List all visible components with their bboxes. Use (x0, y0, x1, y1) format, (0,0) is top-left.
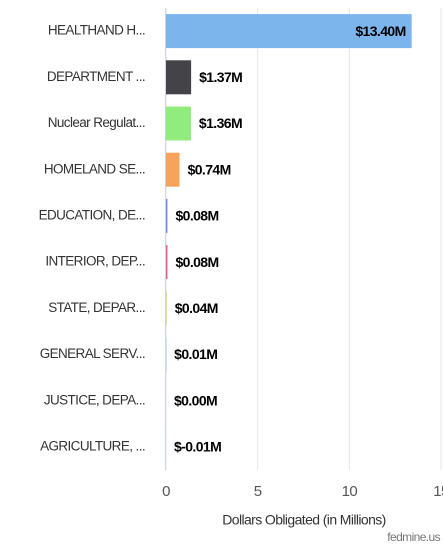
x-tick-label: 0 (162, 483, 170, 500)
x-axis-title: Dollars Obligated (in Millions) (222, 512, 385, 528)
y-tick-label: GENERAL SERV... (40, 346, 145, 361)
x-tick-label: 10 (342, 483, 358, 500)
data-label: $0.04M (175, 300, 218, 316)
y-tick-label: STATE, DEPAR... (48, 300, 145, 315)
credits: fedmine.us (387, 530, 440, 544)
y-tick-label: INTERIOR, DEP... (45, 254, 145, 269)
bar (166, 14, 412, 49)
y-tick-label: Nuclear Regulat... (48, 115, 145, 130)
data-label: $0.08M (175, 208, 218, 224)
data-label: $0.74M (188, 161, 231, 177)
bar (166, 198, 168, 233)
y-tick-label: HOMELAND SE... (44, 161, 145, 176)
data-label: $1.37M (199, 69, 242, 85)
y-tick-label: AGRICULTURE, ... (40, 438, 145, 453)
data-label: $1.36M (199, 115, 242, 131)
bar (166, 106, 191, 141)
y-tick-label: DEPARTMENT ... (47, 69, 145, 84)
data-label: $0.00M (174, 392, 217, 408)
y-tick-label: EDUCATION, DE... (39, 207, 145, 222)
bar (166, 152, 180, 187)
y-tick-label: JUSTICE, DEPA... (44, 392, 145, 407)
y-tick-label: HEALTHAND H... (48, 23, 145, 38)
data-label: $0.08M (175, 254, 218, 270)
bar (166, 60, 192, 95)
data-label: $-0.01M (174, 439, 221, 455)
bar (166, 245, 168, 280)
bar (166, 291, 167, 326)
x-tick-label: 5 (254, 483, 262, 500)
data-label: $13.40M (355, 23, 405, 39)
x-tick-label: 15 (433, 483, 443, 500)
data-label: $0.01M (174, 346, 217, 362)
